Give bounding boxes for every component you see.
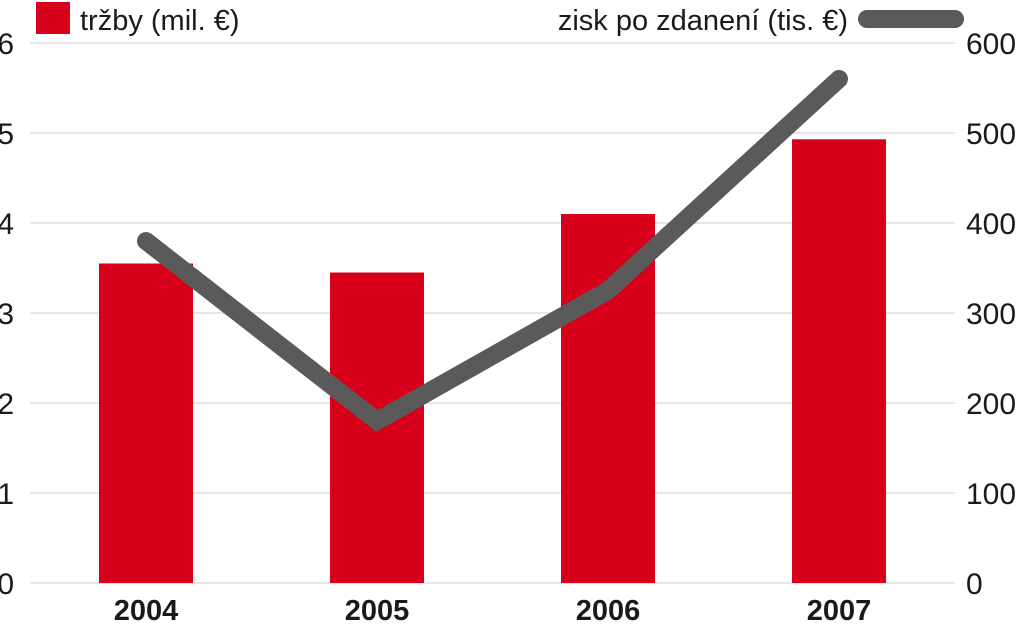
category-label: 2006 <box>576 595 641 625</box>
left-tick-label: 6 <box>0 28 14 61</box>
category-axis-labels: 2004 2005 2006 2007 <box>114 595 872 625</box>
right-tick-label: 600 <box>966 28 1016 61</box>
left-tick-label: 5 <box>0 118 14 151</box>
left-tick-label: 3 <box>0 298 14 331</box>
legend: tržby (mil. €) zisk po zdanení (tis. €) <box>36 2 964 37</box>
legend-label-line: zisk po zdanení (tis. €) <box>558 5 848 37</box>
line-series <box>137 70 848 432</box>
left-tick-label: 4 <box>0 208 14 241</box>
right-tick-label: 300 <box>966 298 1016 331</box>
category-label: 2005 <box>345 595 410 625</box>
right-axis-ticks: 0 100 200 300 400 500 600 <box>966 28 1016 601</box>
left-tick-label: 1 <box>0 478 14 511</box>
left-axis-ticks: 0 1 2 3 4 5 6 <box>0 28 14 601</box>
right-tick-label: 0 <box>966 568 983 601</box>
bar-2004 <box>99 263 193 583</box>
profit-line <box>137 70 848 432</box>
right-tick-label: 500 <box>966 118 1016 151</box>
left-tick-label: 2 <box>0 388 14 421</box>
category-label: 2004 <box>114 595 179 625</box>
right-tick-label: 400 <box>966 208 1016 241</box>
right-tick-label: 100 <box>966 478 1016 511</box>
left-tick-label: 0 <box>0 568 14 601</box>
legend-swatch-bar <box>36 2 70 34</box>
bar-2007 <box>792 139 886 584</box>
bar-2006 <box>561 214 655 583</box>
right-tick-label: 200 <box>966 388 1016 421</box>
legend-label-bar: tržby (mil. €) <box>80 5 240 37</box>
bar-series <box>99 139 886 584</box>
category-label: 2007 <box>807 595 872 625</box>
